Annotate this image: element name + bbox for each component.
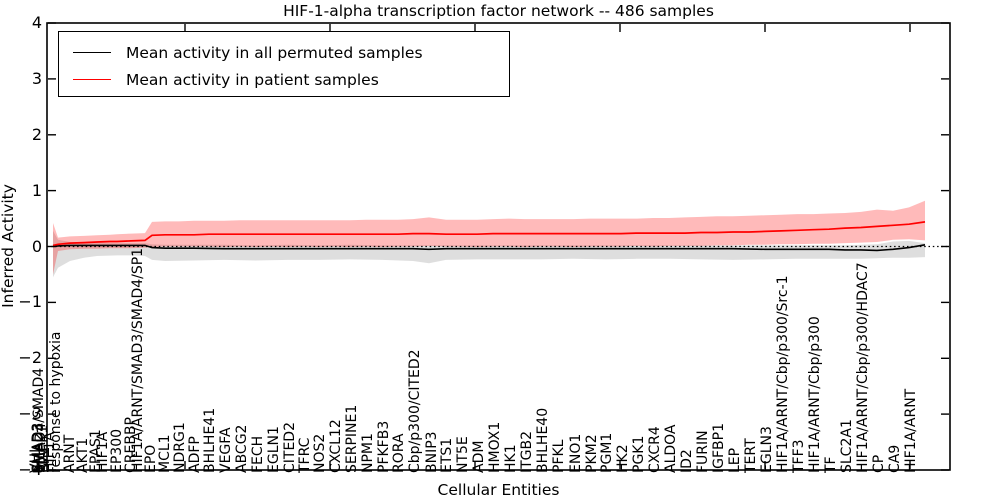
x-tick-label: response to hypoxia (48, 331, 64, 473)
y-tick-label: −1 (18, 292, 42, 312)
x-tick-label: TFRC (297, 437, 313, 473)
x-tick-label: Cbp/p300/CITED2 (407, 349, 423, 473)
x-tick-label: ALDOA (663, 424, 679, 473)
x-tick-label: ETS1 (439, 437, 455, 473)
patient-mean-line (52, 221, 926, 247)
y-tick-label: 4 (31, 13, 42, 32)
x-tick-label: ADM (471, 440, 487, 473)
x-tick-label: HIF1A/ARNT/Cbp/p300/Src-1 (775, 275, 791, 473)
x-tick-label: PGM1 (599, 432, 615, 473)
x-tick-label: CA9 (887, 444, 903, 473)
y-tick-label: −2 (18, 348, 42, 368)
x-tick-label: ID2 (679, 449, 695, 473)
x-tick-label: HIF1A/ARNT/Cbp/p300/HDAC7 (855, 262, 871, 473)
y-tick-label: 0 (31, 236, 42, 256)
x-tick-label: HIF1A/ARNT/Cbp/p300 (807, 316, 823, 473)
legend-label: Mean activity in patient samples (126, 70, 379, 89)
x-tick-label: SLC2A1 (839, 419, 855, 473)
x-tick-label: EGLN3 (759, 426, 775, 473)
x-tick-label: NT5E (455, 436, 471, 473)
x-tick-label: NDRG1 (172, 422, 188, 473)
x-tick-label: NOS2 (312, 433, 328, 473)
patient-band (53, 200, 925, 275)
x-tick-label: NPM1 (360, 433, 376, 473)
x-tick-label: PFKL (551, 439, 567, 473)
x-tick-label: CP (871, 454, 887, 473)
x-tick-label: CXCL12 (328, 419, 344, 473)
x-tick-label: BHLHE40 (535, 407, 551, 473)
x-tick-label: VEGFA (218, 427, 234, 473)
permuted-line-swatch-icon (73, 52, 111, 53)
x-tick-label: EPO (143, 444, 159, 473)
legend: Mean activity in all permuted samples Me… (58, 31, 510, 97)
x-tick-label: HMOX1 (487, 421, 503, 473)
legend-entry-permuted: Mean activity in all permuted samples (73, 39, 509, 66)
x-tick-label: FECH (250, 435, 266, 473)
x-tick-label: CXCR4 (647, 426, 663, 473)
x-tick-label: TF (823, 456, 839, 473)
permuted-band (53, 230, 925, 278)
x-tick-label: SERPINE1 (344, 404, 360, 473)
y-tick-label: −4 (18, 460, 42, 479)
x-tick-label: PFKFB3 (376, 420, 392, 473)
x-tick-label: SMAD3/SMAD4 (31, 367, 47, 473)
x-tick-label: PGK1 (631, 435, 647, 473)
x-tick-label: RORA (391, 433, 407, 473)
x-tick-label: PKM2 (584, 434, 600, 473)
legend-label: Mean activity in all permuted samples (126, 43, 423, 62)
x-tick-label: EGLN1 (266, 426, 282, 473)
x-tick-label: HIF1A (95, 431, 111, 473)
y-tick-label: 1 (31, 180, 42, 200)
x-tick-label: BNIP3 (424, 431, 440, 473)
y-tick-label: 3 (31, 68, 42, 88)
y-tick-label: 2 (31, 124, 42, 144)
y-tick-label: −3 (18, 404, 42, 424)
chart-title: HIF-1-alpha transcription factor network… (283, 2, 714, 20)
x-tick-label: ITGB2 (519, 430, 535, 473)
x-tick-label: BHLHE41 (202, 407, 218, 473)
x-tick-label: TFF3 (791, 439, 807, 473)
x-tick-label: ABCG2 (234, 424, 250, 473)
x-tick-label: CITED2 (282, 422, 298, 473)
permuted-mean-line (52, 244, 926, 252)
x-tick-label: TERT (743, 438, 759, 473)
legend-entry-patient: Mean activity in patient samples (73, 66, 509, 93)
x-tick-label: LEP (727, 447, 743, 473)
x-tick-label: EP300 (109, 428, 125, 473)
patient-line-swatch-icon (73, 79, 111, 80)
x-tick-label: ADFP (187, 436, 203, 473)
x-tick-label: FURIN (695, 430, 711, 473)
x-tick-label: IGFBP1 (711, 423, 727, 473)
x-axis-label: Cellular Entities (437, 481, 560, 499)
x-tick-label: HK2 (615, 444, 631, 473)
x-tick-label: HK1 (503, 444, 519, 473)
plot-frame (46, 22, 951, 471)
x-tick-label: ENO1 (568, 433, 584, 473)
x-tick-label: MCL1 (157, 434, 173, 473)
x-tick-label: HIF1A/ARNT/SMAD3/SMAD4/SP1 (130, 247, 146, 473)
x-tick-label: HIF1A/ARNT (903, 388, 919, 473)
